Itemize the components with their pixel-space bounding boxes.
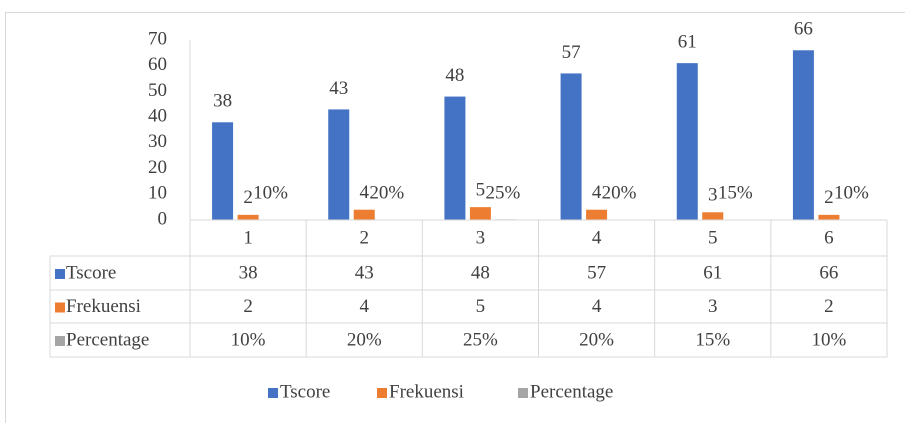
table-cell: 48: [471, 262, 490, 283]
y-tick-label: 20: [148, 157, 167, 178]
data-label: 3: [708, 185, 718, 206]
data-label: 4: [592, 182, 602, 203]
table-cell: 25%: [463, 329, 498, 350]
bar: [818, 214, 840, 220]
table-key: [55, 269, 65, 279]
table-cell: 20%: [347, 329, 382, 350]
table-cell: 57: [587, 262, 606, 283]
data-label: 5: [476, 180, 486, 201]
data-label: 25%: [486, 182, 521, 203]
bar: [560, 73, 582, 220]
table-key: [55, 336, 65, 346]
legend-key: [518, 388, 528, 398]
data-label: 20%: [369, 182, 404, 203]
table-cell: 3: [708, 296, 718, 317]
table-cell: 5: [476, 296, 486, 317]
data-label: 10%: [834, 182, 869, 203]
legend-label: Tscore: [280, 381, 330, 402]
table-cell: 4: [592, 296, 602, 317]
bar: [212, 122, 234, 220]
data-label: 57: [562, 42, 581, 63]
table-cell: 10%: [812, 329, 847, 350]
bar: [676, 63, 698, 221]
x-tick-label: 5: [708, 227, 718, 248]
y-tick-label: 60: [148, 54, 167, 75]
table-cell: 61: [703, 262, 722, 283]
table-cell: 4: [360, 296, 370, 317]
bar: [586, 209, 608, 220]
data-label: 4: [360, 182, 370, 203]
table-cell: 66: [819, 262, 838, 283]
legend-key: [268, 388, 278, 398]
table-key: [55, 302, 65, 313]
bar: [469, 207, 491, 220]
y-tick-label: 10: [148, 183, 167, 204]
x-tick-label: 6: [824, 227, 834, 248]
data-label: 10%: [253, 182, 288, 203]
chart-frame: [5, 12, 905, 423]
data-label: 48: [445, 65, 464, 86]
table-series-name: Percentage: [66, 329, 149, 350]
table-cell: 2: [824, 296, 834, 317]
data-label: 61: [678, 32, 697, 53]
table-cell: 20%: [579, 329, 614, 350]
bar: [353, 209, 375, 220]
y-tick-label: 70: [148, 28, 167, 49]
data-label: 2: [243, 187, 253, 208]
table-cell: 2: [243, 296, 253, 317]
bar: [237, 214, 259, 220]
legend-label: Percentage: [530, 381, 613, 402]
data-label: 43: [329, 78, 348, 99]
table-cell: 38: [239, 262, 258, 283]
bar: [702, 212, 724, 220]
table-series-name: Frekuensi: [66, 296, 141, 317]
y-tick-label: 30: [148, 131, 167, 152]
data-label: 38: [213, 91, 232, 112]
x-tick-label: 3: [476, 227, 486, 248]
y-tick-label: 0: [158, 208, 168, 229]
x-tick-label: 4: [592, 227, 602, 248]
table-series-name: Tscore: [66, 262, 116, 283]
data-label: 20%: [602, 182, 637, 203]
table-cell: 10%: [231, 329, 266, 350]
data-label: 15%: [718, 182, 753, 203]
bar: [328, 109, 350, 220]
data-label: 2: [824, 187, 834, 208]
table-cell: 15%: [695, 329, 730, 350]
legend-key: [377, 388, 387, 398]
x-tick-label: 1: [243, 227, 253, 248]
table-cell: 43: [355, 262, 374, 283]
x-tick-label: 2: [360, 227, 370, 248]
y-tick-label: 40: [148, 106, 167, 127]
y-tick-label: 50: [148, 80, 167, 101]
bar: [444, 96, 466, 220]
data-label: 66: [794, 19, 813, 40]
legend-label: Frekuensi: [389, 381, 464, 402]
bar: [792, 50, 814, 221]
